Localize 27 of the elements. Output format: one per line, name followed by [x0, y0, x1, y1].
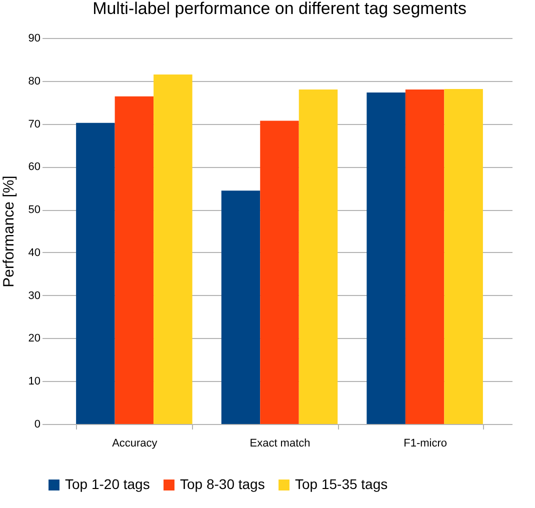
- y-tick-label: 10: [28, 376, 40, 388]
- bar: [405, 89, 444, 424]
- legend-label: Top 1-20 tags: [65, 476, 150, 492]
- bar: [114, 96, 154, 424]
- x-tick-label: F1-micro: [404, 438, 448, 450]
- bar: [154, 74, 192, 424]
- y-axis-title: Performance [%]: [0, 176, 18, 288]
- legend-label: Top 15-35 tags: [295, 476, 388, 492]
- x-tick-label: Accuracy: [112, 438, 158, 450]
- bar: [76, 122, 115, 424]
- y-tick-label: 0: [34, 418, 40, 430]
- y-tick-label: 70: [28, 118, 40, 130]
- bar: [366, 92, 406, 424]
- legend-label: Top 8-30 tags: [180, 476, 265, 492]
- y-tick-label: 20: [28, 332, 40, 345]
- bar: [298, 89, 338, 424]
- y-tick-label: 40: [28, 246, 40, 259]
- x-tick-label: Exact match: [250, 438, 310, 450]
- chart-title: Multi-label performance on different tag segments: [92, 0, 466, 18]
- y-tick-label: 30: [28, 290, 40, 302]
- bar: [444, 89, 483, 424]
- bar: [260, 120, 299, 424]
- y-tick-label: 60: [28, 161, 40, 174]
- y-tick-label: 50: [28, 204, 40, 216]
- y-tick-label: 80: [28, 75, 40, 88]
- y-tick-label: 90: [28, 32, 40, 44]
- bar: [221, 190, 260, 424]
